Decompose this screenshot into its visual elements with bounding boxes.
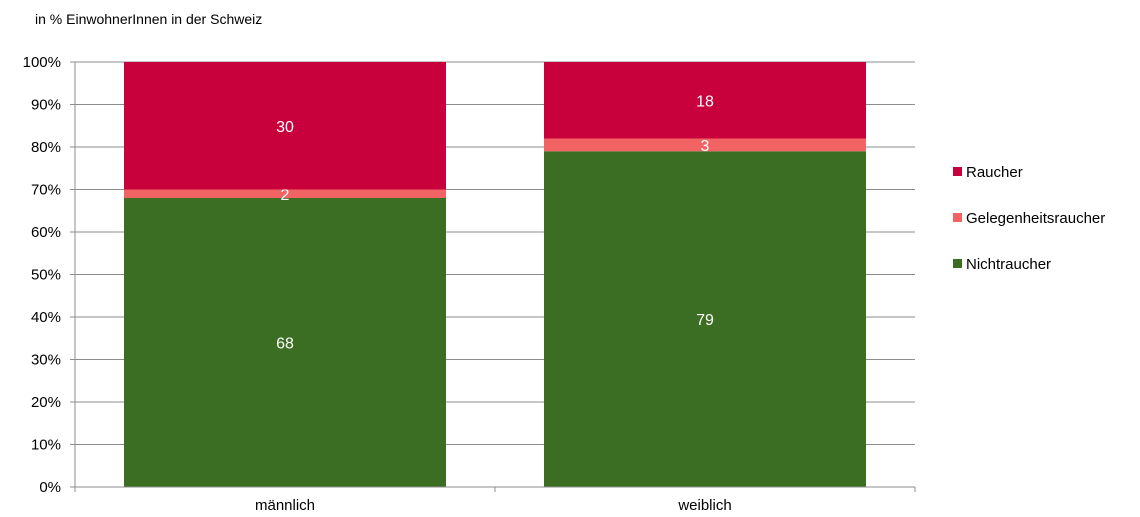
axes: [70, 61, 916, 492]
y-tick-label: 60%: [31, 224, 61, 241]
bar-segment: [124, 198, 446, 487]
legend-label: Raucher: [966, 164, 1023, 181]
y-tick-label: 30%: [31, 352, 61, 369]
chart-subtitle: in % EinwohnerInnen in der Schweiz: [35, 11, 262, 27]
data-label: 18: [696, 93, 714, 110]
y-tick-label: 10%: [31, 437, 61, 454]
bar-segment: [124, 62, 446, 190]
legend-swatch: [953, 167, 962, 176]
y-tick-label: 100%: [23, 54, 61, 71]
legend-label: Gelegenheitsraucher: [966, 210, 1105, 227]
y-tick-label: 90%: [31, 97, 61, 114]
bar-segment: [124, 189, 446, 198]
data-label: 3: [701, 138, 710, 155]
x-category-label: weiblich: [677, 497, 731, 514]
legend-label: Nichtraucher: [966, 256, 1051, 273]
y-tick-label: 20%: [31, 394, 61, 411]
data-label: 68: [276, 336, 294, 353]
y-tick-label: 50%: [31, 267, 61, 284]
bars: 68 2 30 79 3 18: [124, 62, 866, 487]
x-axis-labels: männlich weiblich: [255, 497, 732, 514]
y-tick-label: 0%: [39, 479, 61, 496]
y-tick-label: 80%: [31, 139, 61, 156]
data-label: 30: [276, 119, 294, 136]
y-axis-ticks: 0% 10% 20% 30% 40% 50% 60% 70% 80% 90% 100%: [23, 54, 61, 496]
bar-segment: [544, 138, 866, 152]
data-label: 79: [696, 312, 714, 329]
bar-segment: [544, 62, 866, 139]
legend: Raucher Gelegenheitsraucher Nichtraucher: [953, 164, 1105, 273]
data-label: 2: [281, 187, 290, 204]
x-category-label: männlich: [255, 497, 315, 514]
bar-segment: [544, 151, 866, 487]
y-tick-label: 40%: [31, 309, 61, 326]
legend-swatch: [953, 259, 962, 268]
y-tick-label: 70%: [31, 182, 61, 199]
legend-swatch: [953, 213, 962, 222]
